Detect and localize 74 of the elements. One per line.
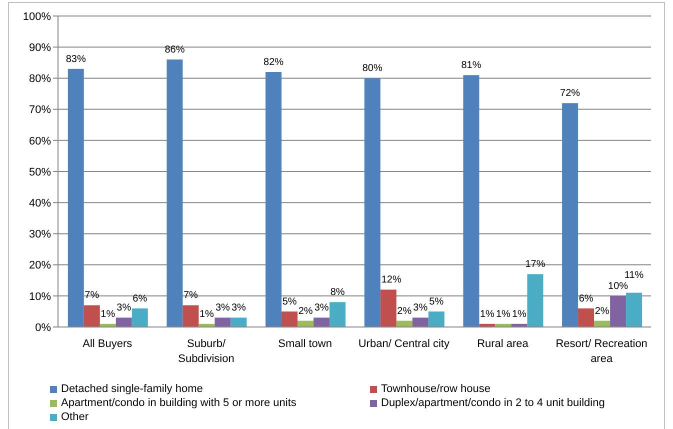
data-label: 8% (330, 287, 345, 298)
bar (626, 292, 642, 327)
bar (282, 311, 298, 327)
data-label: 6% (578, 293, 594, 304)
y-tick-label: 100% (22, 10, 52, 23)
data-label: 3% (116, 302, 132, 314)
data-label: 5% (282, 296, 297, 308)
y-tick-label: 50% (28, 166, 52, 178)
data-label: 7% (183, 290, 198, 302)
data-label: 3% (231, 302, 246, 314)
x-tick-label: Urban/ Central city (358, 338, 450, 350)
y-tick-label: 90% (28, 42, 52, 54)
bar (230, 318, 247, 327)
y-tick-label: 60% (28, 135, 52, 148)
data-label: 1% (480, 308, 495, 320)
data-label: 7% (84, 290, 100, 302)
data-label: 17% (525, 259, 546, 270)
bar (463, 75, 480, 327)
x-tick-label: Rural area (477, 338, 530, 350)
data-label: 2% (594, 306, 610, 317)
data-label: 5% (429, 296, 444, 308)
bar (527, 274, 544, 327)
data-label: 72% (560, 88, 580, 100)
data-label: 83% (66, 54, 86, 65)
data-label: 3% (413, 302, 428, 314)
bar (380, 290, 396, 327)
bar (330, 302, 346, 327)
y-tick-label: 20% (28, 260, 52, 272)
data-label: 1% (199, 308, 214, 320)
legend-label: Detached single-family home (61, 383, 203, 395)
y-tick-label: 80% (28, 73, 52, 86)
data-label: 1% (100, 308, 116, 320)
x-tick-label: Resort/ Recreation area (556, 338, 648, 365)
y-tick-label: 70% (28, 104, 52, 116)
x-tick-label: Small town (278, 338, 332, 350)
bar (116, 318, 132, 327)
data-label: 81% (461, 60, 482, 72)
data-label: 1% (496, 308, 511, 320)
data-label: 10% (608, 280, 628, 292)
bar (364, 78, 380, 327)
x-tick-label: Suburb/ Subdivision (178, 338, 234, 365)
legend-label: Apartment/condo in building with 5 or more units (61, 397, 296, 409)
data-label: 3% (215, 302, 230, 314)
y-tick-label: 40% (28, 198, 52, 210)
bar (132, 308, 148, 327)
data-label: 2% (298, 306, 313, 317)
x-tick-label: All Buyers (82, 338, 133, 350)
bar (266, 72, 282, 327)
y-tick-label: 10% (28, 290, 52, 303)
bar (562, 103, 578, 327)
bar (412, 318, 428, 327)
legend-label: Townhouse/row house (381, 383, 490, 395)
legend-label: Duplex/apartment/condo in 2 to 4 unit building (381, 397, 605, 409)
data-label: 1% (512, 308, 527, 320)
bar (182, 305, 199, 327)
bar (84, 305, 100, 327)
data-label: 2% (397, 306, 412, 317)
bar (610, 296, 626, 327)
bar (428, 311, 444, 327)
bar (214, 318, 231, 327)
legend-label: Other (61, 411, 89, 423)
data-label: 3% (314, 302, 329, 314)
data-label: 86% (164, 44, 185, 56)
bar (68, 68, 84, 327)
y-tick-label: 0% (35, 322, 52, 334)
bar (314, 318, 330, 327)
data-label: 11% (624, 270, 644, 281)
data-label: 82% (264, 56, 284, 68)
bar (166, 60, 183, 327)
bar (578, 308, 594, 327)
y-tick-label: 30% (28, 228, 52, 241)
data-label: 12% (381, 274, 402, 286)
data-label: 6% (132, 293, 148, 304)
data-label: 80% (362, 63, 382, 74)
